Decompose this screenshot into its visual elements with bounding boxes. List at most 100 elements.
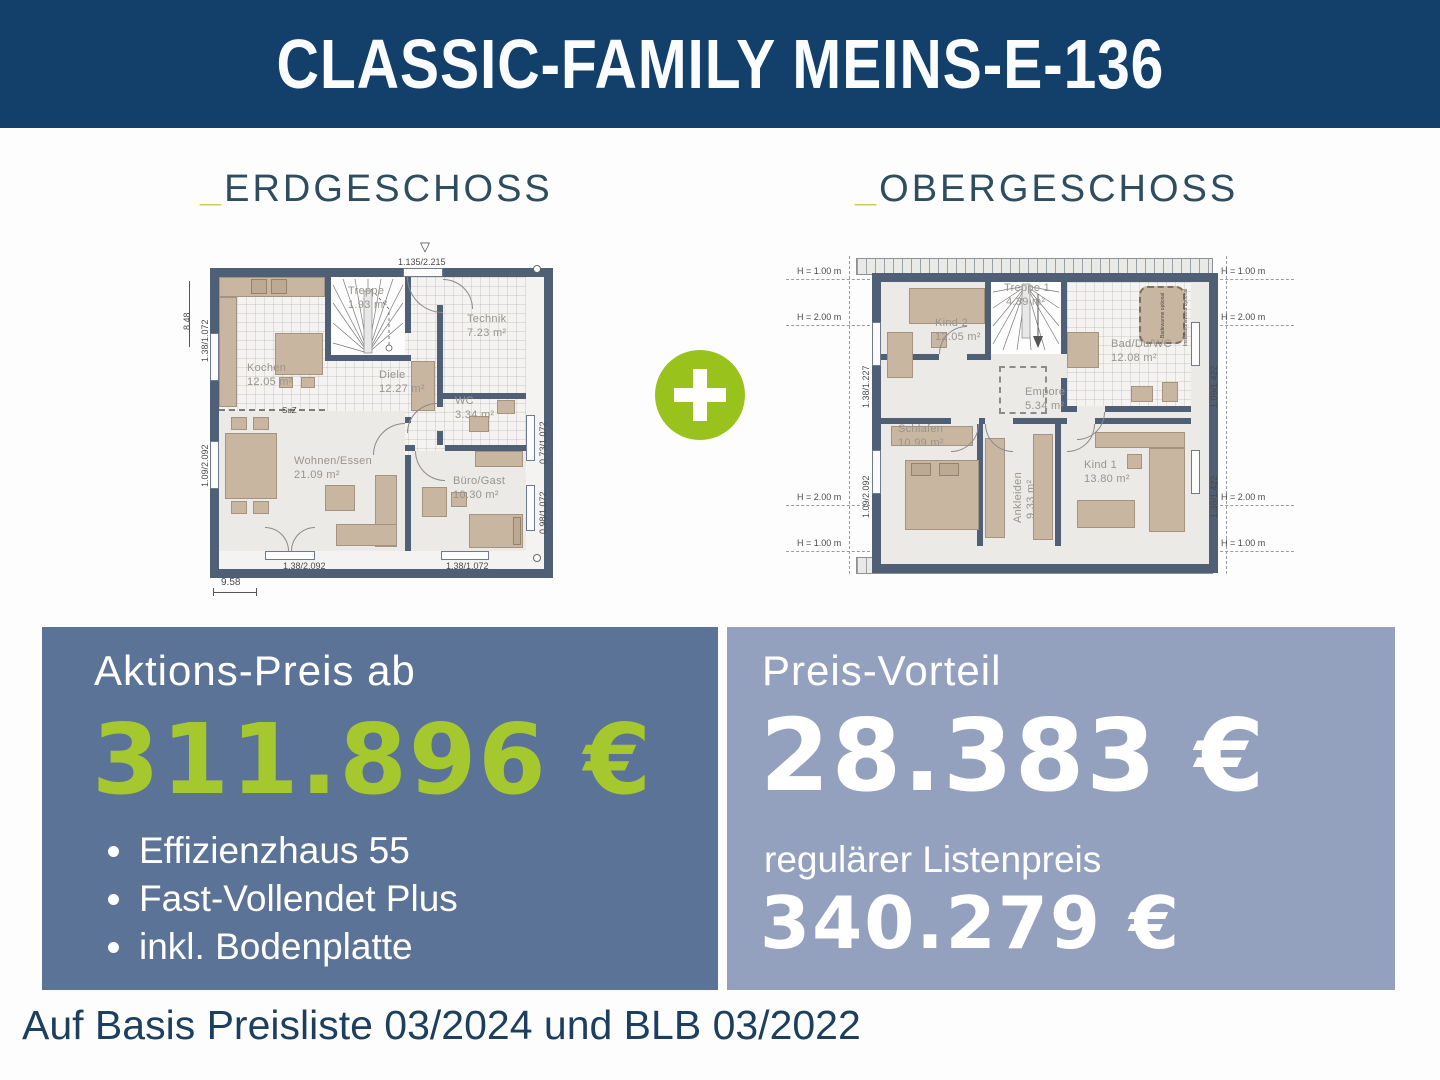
door-arc-kind1 — [1067, 424, 1095, 452]
dimension-line — [189, 281, 190, 347]
dimension-line — [1226, 256, 1227, 574]
wall — [325, 277, 331, 361]
wall — [405, 417, 411, 423]
advantage-heading: Preis-Vorteil — [762, 647, 1002, 694]
bullet-dot-icon — [108, 941, 119, 953]
wall — [1095, 418, 1191, 424]
dimension-label: 1.135/2.215 — [398, 257, 446, 267]
door-arc-schlafen — [951, 424, 979, 452]
pillow — [513, 517, 521, 545]
wardrobe — [887, 332, 913, 378]
title-text: ERDGESCHOSS — [224, 168, 553, 210]
window — [210, 333, 219, 381]
wall — [881, 418, 951, 424]
action-price-value: 311.896 € — [92, 703, 654, 816]
dimension-label: 1.09/2.092 — [200, 444, 210, 487]
bed — [909, 288, 985, 324]
wall — [1055, 424, 1061, 546]
desk — [422, 487, 447, 517]
window — [1191, 322, 1200, 366]
wall — [1013, 418, 1067, 424]
wardrobe — [1033, 434, 1053, 540]
dimension-label: 1.38/1.072 — [200, 319, 210, 362]
dimension-line — [1210, 505, 1294, 506]
desk — [1095, 432, 1185, 448]
dimension-label: H = 1.00 m — [1221, 266, 1266, 276]
survey-marker — [533, 554, 541, 562]
pillow — [939, 463, 959, 476]
dresser — [1077, 500, 1135, 528]
feature-bullet-label: inkl. Bodenplatte — [139, 926, 413, 967]
page-title: CLASSIC-FAMILY MEINS-E-136 — [276, 25, 1164, 103]
window — [872, 450, 881, 494]
chair — [231, 417, 247, 430]
stool — [279, 377, 293, 388]
kitchen-island — [275, 333, 323, 375]
price-box-advantage: Preis-Vorteil 28.383 € regulärer Listenp… — [727, 627, 1395, 990]
stool — [301, 377, 315, 388]
wardrobe — [985, 438, 1005, 538]
bathtub-optional — [1139, 286, 1185, 344]
window — [210, 441, 219, 489]
wall — [979, 418, 985, 424]
dimension-line — [786, 551, 870, 552]
window — [1191, 450, 1200, 494]
dimension-label: H = 1.00 m — [797, 266, 842, 276]
chair — [231, 501, 247, 514]
wall — [325, 355, 411, 361]
wall — [405, 445, 415, 451]
wall — [437, 399, 443, 407]
survey-marker — [533, 265, 541, 273]
feature-bullet-label: Fast-Vollendet Plus — [139, 878, 458, 919]
title-underscore: _ — [200, 168, 225, 210]
chair — [253, 417, 269, 430]
advantage-value: 28.383 € — [760, 697, 1267, 814]
suz-partition-dashed — [219, 409, 325, 411]
sink-icon — [1162, 382, 1178, 402]
dimension-line — [1210, 279, 1294, 280]
toilet-icon — [469, 416, 489, 432]
dimension-label: 1.09/2.092 — [861, 475, 871, 518]
chair — [1127, 454, 1142, 469]
sink-icon — [497, 400, 515, 414]
dimension-tick — [213, 588, 214, 596]
window — [526, 415, 535, 461]
dimension-line — [786, 279, 870, 280]
shower — [1067, 332, 1099, 368]
chair — [253, 501, 269, 514]
wall — [437, 305, 443, 393]
price-box-action: Aktions-Preis ab 311.896 € Effizienzhaus… — [42, 627, 718, 990]
title-obergeschoss: _OBERGESCHOSS — [855, 168, 1235, 211]
feature-bullet: inkl. Bodenplatte — [108, 923, 458, 971]
terrace-door — [265, 551, 315, 560]
feature-list: Effizienzhaus 55 Fast-Vollendet Plus inkl.… — [108, 827, 458, 971]
pillow — [911, 463, 931, 476]
cabinet — [411, 361, 435, 411]
window — [526, 485, 535, 531]
bed — [1149, 448, 1185, 532]
list-price-value: 340.279 € — [760, 881, 1182, 965]
title-erdgeschoss: _ERDGESCHOSS — [200, 168, 550, 211]
wall — [985, 282, 991, 354]
title-text: OBERGESCHOSS — [879, 168, 1239, 210]
dimension-label: 9.58 — [221, 577, 241, 588]
feature-bullet: Fast-Vollendet Plus — [108, 875, 458, 923]
plus-icon — [655, 350, 745, 440]
dimension-label: H = 2.00 m — [797, 312, 842, 322]
header-bar: CLASSIC-FAMILY MEINS-E-136 — [0, 0, 1440, 128]
empore-dashed-outline — [999, 366, 1047, 414]
wardrobe — [475, 451, 523, 467]
staircase-obergeschoss — [991, 282, 1061, 354]
list-price-label: regulärer Listenpreis — [764, 839, 1102, 880]
wall — [1061, 406, 1077, 412]
toilet-icon — [1131, 386, 1153, 402]
stove-icon — [251, 279, 267, 294]
window — [441, 551, 489, 560]
wall — [1061, 378, 1067, 412]
dimension-tick — [256, 588, 257, 596]
sink-icon — [271, 279, 287, 294]
dimension-label: H = 1.00 m — [797, 538, 842, 548]
door-arc-kind2 — [939, 326, 967, 354]
dimension-line — [213, 592, 257, 593]
